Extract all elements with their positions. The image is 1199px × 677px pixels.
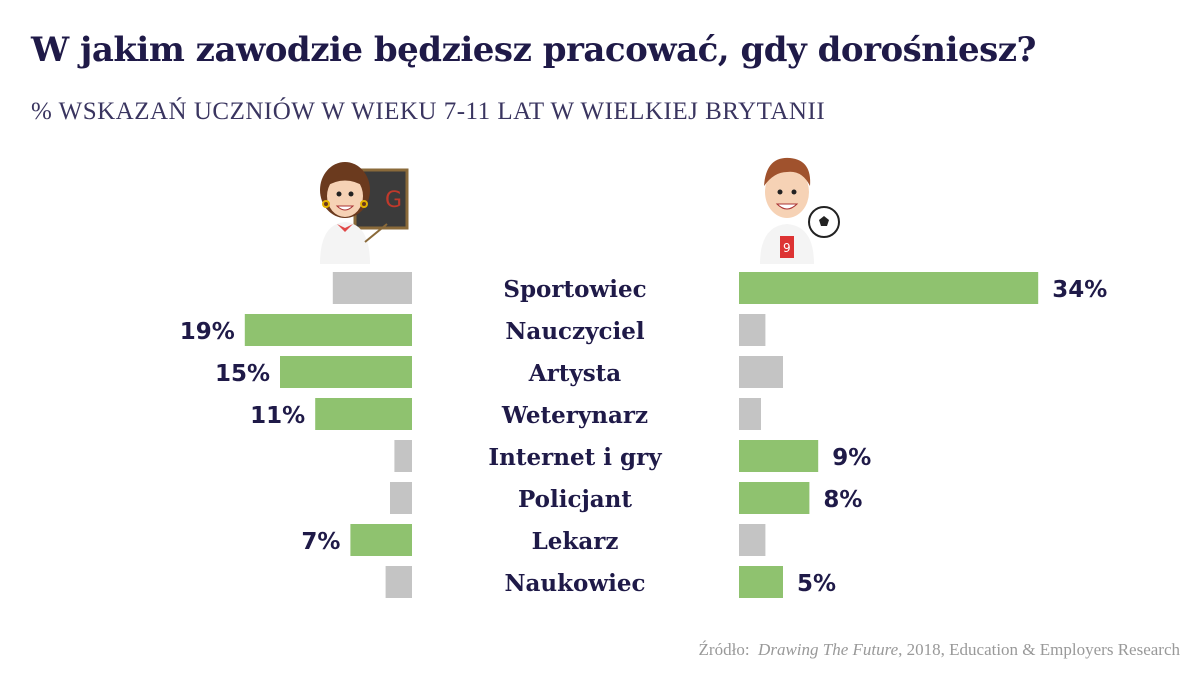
bar-right [739,524,766,556]
data-label: 11% [250,403,305,429]
category-label: Weterynarz [501,402,648,429]
data-label: 15% [215,361,270,387]
bar-right [739,272,1039,304]
bar-right [739,398,761,430]
bar-right [739,566,783,598]
category-label: Naukowiec [504,570,645,597]
bar-left [385,566,412,598]
data-label: 5% [797,571,836,597]
data-label: 34% [1052,277,1107,303]
category-label: Artysta [528,360,622,387]
data-label: 8% [823,487,862,513]
bar-right [739,440,819,472]
category-label: Lekarz [532,528,619,555]
footballer-boy-icon: 9 [760,157,840,264]
category-label: Sportowiec [503,276,646,303]
category-label: Policjant [518,486,632,513]
bar-left [390,482,412,514]
category-label: Nauczyciel [505,318,644,345]
source-prefix: Źródło: [698,640,750,659]
bar-right [739,314,766,346]
bar-right [739,356,783,388]
chart-subtitle: % WSKAZAŃ UCZNIÓW W WIEKU 7-11 LAT W WIE… [31,98,826,125]
bar-left [280,356,412,388]
bar-left [244,314,412,346]
data-label: 9% [832,445,871,471]
data-label: 7% [301,529,340,555]
source-note: Źródło: Drawing The Future, 2018, Educat… [699,640,1180,660]
teacher-girl-icon: G [320,162,409,264]
bar-left [332,272,412,304]
bar-left [350,524,412,556]
data-label: 19% [180,319,235,345]
source-work: Drawing The Future [758,640,899,659]
chart-title: W jakim zawodzie będziesz pracować, gdy … [31,30,1036,70]
svg-text:9: 9 [783,241,791,255]
source-rest: , 2018, Education & Employers Research [898,640,1180,659]
category-label: Internet i gry [488,444,662,471]
bar-left [394,440,412,472]
bar-right [739,482,810,514]
svg-text:G: G [385,188,402,213]
bar-left [315,398,412,430]
